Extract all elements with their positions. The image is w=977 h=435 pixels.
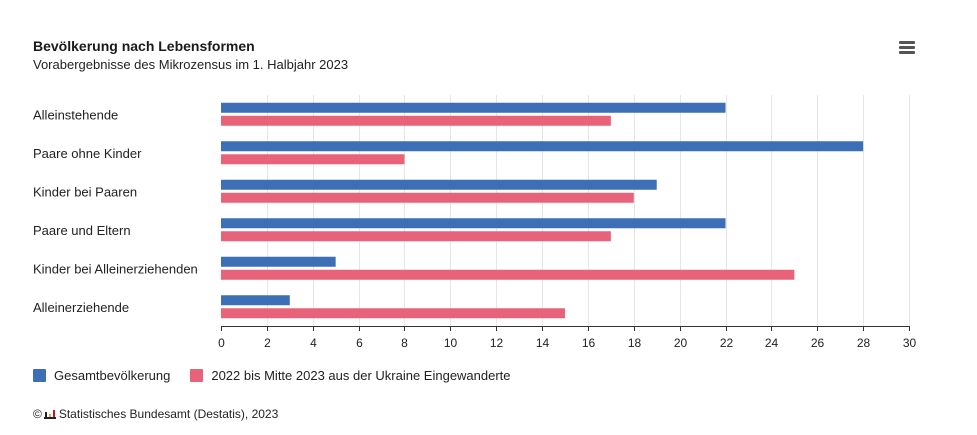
x-tick-label: 6 [356,336,363,350]
menu-line [899,41,915,44]
bar-series-2[interactable] [221,192,634,203]
credit: © Statistisches Bundesamt (Destatis), 20… [33,407,278,421]
category-labels: Alleinstehende Paare ohne Kinder Kinder be… [33,107,198,315]
bar-series-2[interactable] [221,231,611,242]
bar-series-2[interactable] [221,308,565,319]
x-axis: 0 2 4 6 8 10 12 14 16 18 20 22 24 26 28 30 [218,326,916,350]
category-label: Kinder bei Alleinerziehenden [33,261,198,276]
x-tick-label: 18 [628,336,642,350]
category-label: Paare und Eltern [33,223,131,238]
bar-series-2[interactable] [221,115,611,126]
category-label: Paare ohne Kinder [33,146,142,161]
x-tick-label: 26 [811,336,825,350]
destatis-logo-icon [43,410,56,419]
menu-line [899,51,915,54]
bar-series-1[interactable] [221,256,336,267]
x-tick-label: 24 [765,336,779,350]
legend-label: Gesamtbevölkerung [54,367,171,383]
menu-line [899,46,915,49]
legend-swatch [33,368,46,382]
x-tick-label: 20 [674,336,688,350]
category-label: Alleinstehende [33,107,118,122]
legend: Gesamtbevölkerung 2022 bis Mitte 2023 au… [33,366,531,384]
chart-title: Bevölkerung nach Lebensformen [33,38,255,54]
legend-label: 2022 bis Mitte 2023 aus der Ukraine Eing… [211,367,511,383]
x-tick-label: 0 [218,336,225,350]
chart-subtitle: Vorabergebnisse des Mikrozensus im 1. Ha… [33,57,349,72]
x-tick-label: 8 [401,336,408,350]
hamburger-menu-icon[interactable] [895,38,919,58]
bar-series-1[interactable] [221,295,290,306]
x-tick-label: 12 [490,336,504,350]
bar-series-1[interactable] [221,102,726,113]
legend-swatch [190,368,204,382]
category-label: Kinder bei Paaren [33,184,137,199]
bar-series-1[interactable] [221,179,657,190]
x-tick-label: 14 [536,336,550,350]
bars [221,102,864,319]
credit-link[interactable]: Statistisches Bundesamt (Destatis), 2023 [58,407,279,421]
x-tick-label: 22 [720,336,734,350]
bar-series-2[interactable] [221,269,795,280]
category-label: Alleinerziehende [33,300,129,315]
bar-series-1[interactable] [221,218,726,229]
gridlines [267,95,910,326]
bar-series-1[interactable] [221,141,864,152]
bar-series-2[interactable] [221,154,405,165]
x-tick-label: 28 [857,336,871,350]
x-tick-label: 16 [582,336,596,350]
legend-item-ukraine[interactable]: 2022 bis Mitte 2023 aus der Ukraine Eing… [190,367,511,383]
x-tick-label: 4 [310,336,317,350]
copyright-symbol: © [33,407,42,421]
x-tick-label: 10 [444,336,458,350]
legend-item-gesamtbevoelkerung[interactable]: Gesamtbevölkerung [33,368,170,383]
x-tick-label: 30 [903,336,917,350]
x-tick-label: 2 [264,336,271,350]
